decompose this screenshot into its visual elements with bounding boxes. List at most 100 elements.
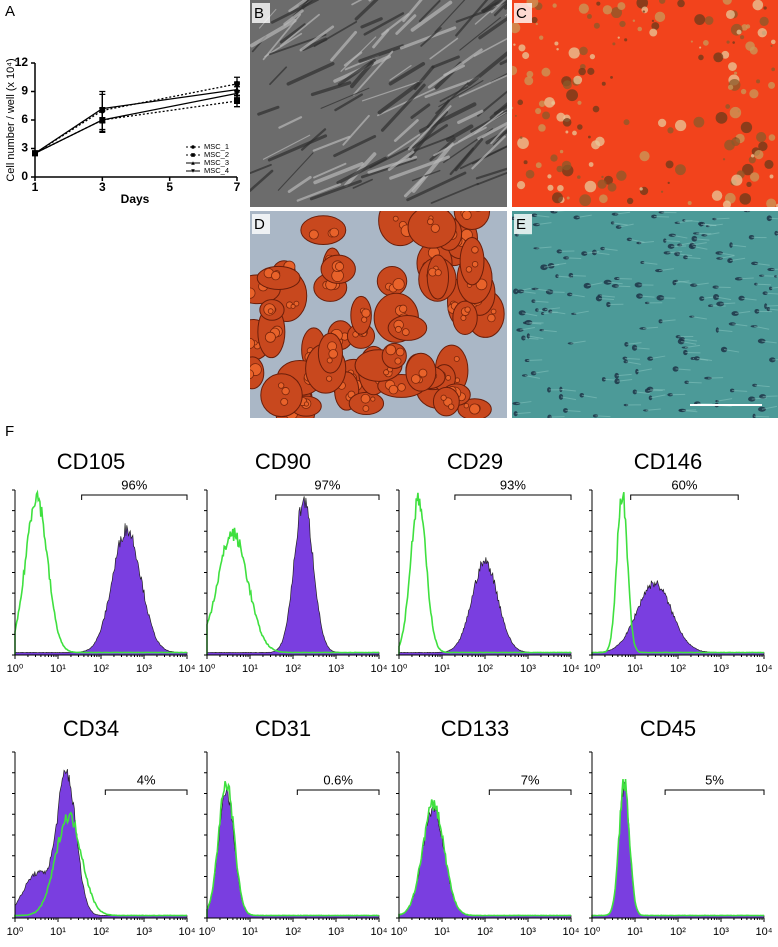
cell xyxy=(431,55,460,69)
speck xyxy=(702,39,709,46)
fiber xyxy=(719,252,735,256)
speck xyxy=(654,11,666,23)
fiber xyxy=(541,329,557,333)
speck xyxy=(637,26,643,32)
speck xyxy=(541,67,551,77)
cell xyxy=(389,65,412,81)
fiber xyxy=(754,262,770,266)
lipid xyxy=(385,344,397,356)
speck xyxy=(763,6,767,10)
lipid xyxy=(453,355,460,362)
fiber xyxy=(599,295,615,298)
lipid xyxy=(448,403,455,410)
cell xyxy=(337,58,376,86)
x-tick-label: 10² xyxy=(285,663,301,675)
cell xyxy=(250,18,297,48)
speck xyxy=(768,134,776,141)
speck xyxy=(636,0,649,9)
cell xyxy=(418,0,441,23)
speck xyxy=(562,117,572,127)
speck xyxy=(592,105,600,113)
speck xyxy=(675,164,686,176)
speck xyxy=(579,194,592,207)
cell xyxy=(387,133,421,157)
x-tick-label: 10¹ xyxy=(627,663,643,675)
y-tick-label: 6 xyxy=(21,112,28,126)
fiber xyxy=(672,234,688,239)
speck xyxy=(587,135,591,139)
lipid xyxy=(290,303,296,309)
speck xyxy=(665,160,674,169)
lipid xyxy=(487,313,496,323)
cell xyxy=(250,169,274,192)
cell xyxy=(257,105,280,116)
fiber xyxy=(714,217,730,220)
nucleus xyxy=(600,246,606,251)
gate-percent: 4% xyxy=(137,772,156,787)
gate-bracket xyxy=(104,789,188,795)
cell xyxy=(262,134,311,160)
y-tick-label: 0 xyxy=(21,169,28,183)
speck xyxy=(577,175,581,179)
speck xyxy=(657,118,667,128)
lipid xyxy=(471,246,479,254)
fiber xyxy=(751,397,767,400)
x-tick-label: 10⁰ xyxy=(584,926,601,938)
x-tick-label: 10² xyxy=(93,926,109,938)
sample-histogram xyxy=(14,769,188,919)
speck xyxy=(639,187,643,191)
speck xyxy=(768,81,776,89)
speck xyxy=(607,182,617,192)
cell xyxy=(455,6,498,23)
x-tick-label: 10⁴ xyxy=(179,663,196,675)
fiber xyxy=(685,256,701,260)
panel-label: F xyxy=(5,423,14,440)
lipid xyxy=(401,328,410,336)
speck xyxy=(538,124,546,132)
x-tick-label: 10¹ xyxy=(50,663,66,675)
fiber xyxy=(676,280,692,284)
speck xyxy=(704,16,714,25)
lipid xyxy=(362,405,370,412)
fiber xyxy=(584,251,600,255)
fiber xyxy=(639,295,655,298)
fiber xyxy=(681,340,697,345)
sample-histogram xyxy=(206,496,380,656)
speck xyxy=(538,100,546,107)
cell xyxy=(352,178,373,189)
speck xyxy=(584,180,597,193)
cell xyxy=(360,17,383,29)
lipid xyxy=(465,266,473,273)
x-tick-label: 10⁰ xyxy=(199,663,216,675)
lipid xyxy=(445,375,452,381)
cell xyxy=(433,126,487,157)
x-tick-label: 10³ xyxy=(520,926,536,938)
fiber xyxy=(754,415,770,418)
lipid xyxy=(250,337,256,349)
fiber xyxy=(715,296,732,301)
lipid xyxy=(370,396,376,402)
speck xyxy=(642,10,646,13)
lipid xyxy=(250,369,255,380)
sample-histogram xyxy=(591,580,765,656)
speck xyxy=(565,130,569,134)
cell xyxy=(334,93,363,112)
speck xyxy=(568,47,580,59)
panel-label: E xyxy=(516,216,526,233)
cell xyxy=(367,155,418,174)
fiber xyxy=(549,416,565,418)
cell xyxy=(471,135,506,170)
lipid xyxy=(328,349,338,359)
lipid xyxy=(264,331,276,343)
lipid xyxy=(490,308,497,315)
speck xyxy=(715,111,728,124)
speck xyxy=(722,158,726,161)
sample-histogram xyxy=(206,787,380,919)
fiber xyxy=(708,377,724,379)
gate-percent: 7% xyxy=(521,772,540,787)
fiber xyxy=(560,396,577,401)
cell xyxy=(292,0,314,18)
fiber xyxy=(732,323,748,327)
lipid xyxy=(427,218,434,226)
speck xyxy=(612,42,616,46)
